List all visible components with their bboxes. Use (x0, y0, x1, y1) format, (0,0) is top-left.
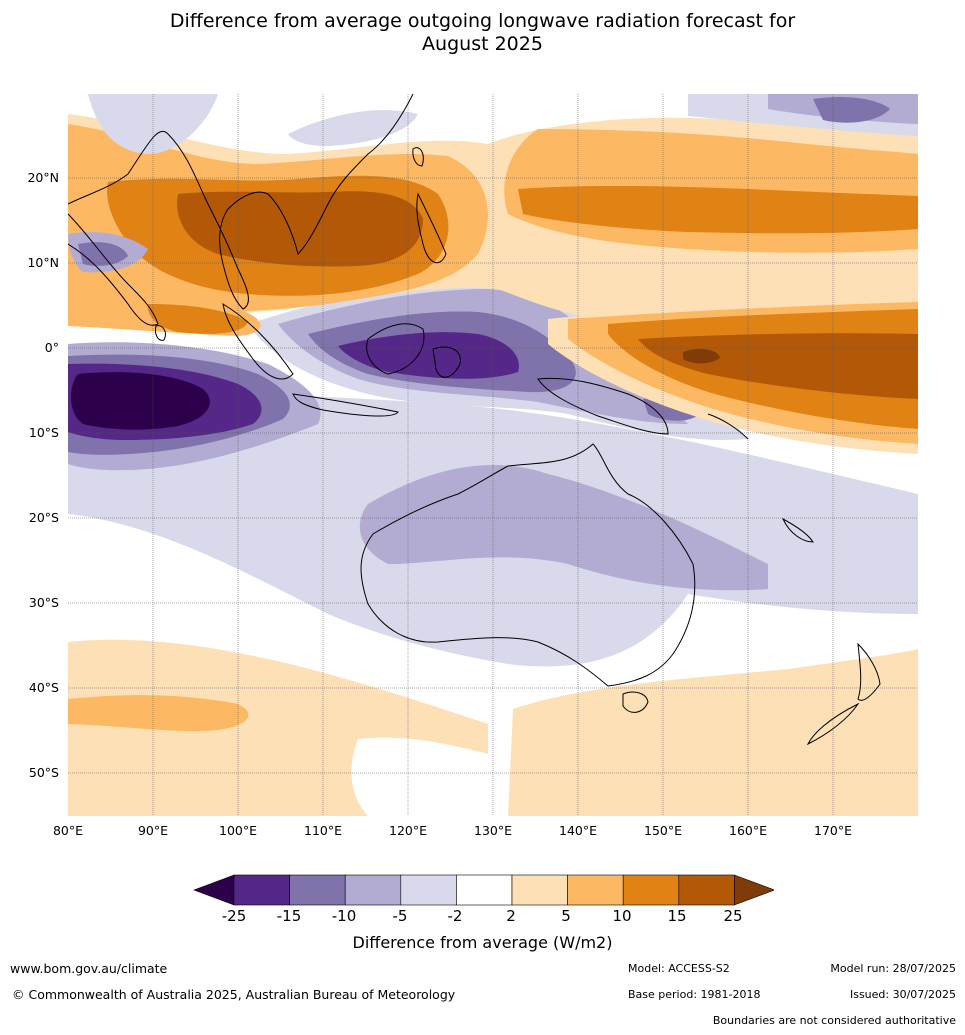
footer-model-run: Model run: 28/07/2025 (830, 962, 956, 975)
footer-website: www.bom.gov.au/climate (10, 961, 168, 976)
lat-label-30s: 30°S (28, 595, 59, 610)
new-zealand-coastline (806, 642, 881, 746)
contour-pos-5-south-west (68, 695, 249, 732)
colorbar-tick-neg10: -10 (331, 907, 357, 925)
colorbar-extend-high (734, 874, 774, 906)
footer-boundaries-note: Boundaries are not considered authoritat… (712, 1014, 956, 1027)
lon-label-100e: 100°E (218, 823, 258, 838)
solomon-islands-coastline (707, 413, 749, 440)
new-guinea-coastline (537, 377, 669, 435)
lat-label-20s: 20°S (28, 510, 59, 525)
footer-copyright: © Commonwealth of Australia 2025, Austra… (12, 987, 456, 1002)
colorbar-swatch (344, 874, 402, 906)
contour-neg-2-china (288, 110, 418, 146)
colorbar-tick-pos15: 15 (667, 907, 687, 925)
lon-label-140e: 140°E (558, 823, 598, 838)
lat-label-10s: 10°S (28, 425, 59, 440)
footer-base-period: Base period: 1981-2018 (628, 988, 761, 1001)
contour-pos-10-north-east (518, 185, 918, 234)
contour-neg-15-maritime (338, 332, 519, 379)
graticule (68, 94, 918, 816)
contour-pos-10-eq-west (147, 304, 248, 334)
lon-label-170e: 170°E (813, 823, 853, 838)
colorbar-swatch (511, 874, 568, 906)
colorbar-swatch (289, 874, 346, 906)
contour-white-gap (351, 737, 488, 816)
footer-model: Model: ACCESS-S2 (628, 962, 730, 975)
lon-label-130e: 130°E (473, 823, 513, 838)
lat-label-50s: 50°S (28, 765, 59, 780)
colorbar-swatch (233, 874, 290, 906)
olr-anomaly-map (68, 94, 918, 816)
contour-neg-10-north-pacific (813, 97, 890, 123)
colorbar-tick-pos25: 25 (723, 907, 743, 925)
colorbar-tick-neg2: -2 (447, 907, 463, 925)
lon-label-80e: 80°E (52, 823, 84, 838)
colorbar-swatch (678, 874, 735, 906)
lat-label-0: 0° (44, 340, 59, 355)
footer-issued: Issued: 30/07/2025 (849, 988, 956, 1001)
lat-label-20n: 20°N (27, 170, 59, 185)
sumatra-coastline (222, 303, 294, 380)
title-line-2: August 2025 (422, 33, 543, 55)
colorbar-tick-pos2: 2 (506, 907, 516, 925)
asia-coastline (68, 94, 414, 310)
colorbar-swatch (622, 874, 680, 906)
colorbar-tick-neg25: -25 (221, 907, 247, 925)
colorbar-swatch (567, 874, 624, 906)
colorbar-label: Difference from average (W/m2) (352, 933, 613, 952)
contour-neg-5-australia (359, 465, 768, 591)
colorbar-swatch (456, 874, 513, 906)
contour-neg-5-arabian (78, 242, 128, 266)
java-coastline (292, 393, 399, 417)
sulawesi-coastline (432, 346, 461, 378)
tasmania-coastline (622, 691, 649, 713)
colorbar-extend-low (193, 874, 235, 906)
colorbar-tick-pos5: 5 (561, 907, 571, 925)
colorbar (193, 874, 774, 906)
lon-label-150e: 150°E (643, 823, 683, 838)
lon-label-120e: 120°E (388, 823, 428, 838)
sri-lanka-coastline (155, 325, 166, 341)
taiwan-coastline (412, 147, 424, 167)
lat-label-10n: 10°N (27, 255, 59, 270)
australia-coastline (360, 443, 696, 687)
colorbar-tick-pos10: 10 (612, 907, 632, 925)
coastlines (68, 94, 881, 746)
colorbar-tick-neg5: -5 (392, 907, 408, 925)
map-title: Difference from average outgoing longwav… (0, 10, 965, 56)
lat-label-40s: 40°S (28, 680, 59, 695)
lon-label-90e: 90°E (137, 823, 169, 838)
title-line-1: Difference from average outgoing longwav… (169, 10, 796, 32)
colorbar-tick-neg15: -15 (276, 907, 302, 925)
india-coastline (68, 213, 159, 326)
contour-pos-2-south-east (508, 649, 918, 816)
contour-pos-15-indochina (177, 191, 423, 267)
contour-pos-25-pacific (683, 348, 720, 364)
contour-neg-25-indian-ocean (71, 372, 210, 430)
colorbar-swatch (400, 874, 457, 906)
lon-label-160e: 160°E (728, 823, 768, 838)
lon-label-110e: 110°E (303, 823, 343, 838)
new-caledonia-coastline (781, 517, 814, 543)
borneo-coastline (366, 323, 425, 375)
philippines-coastline (416, 192, 447, 264)
